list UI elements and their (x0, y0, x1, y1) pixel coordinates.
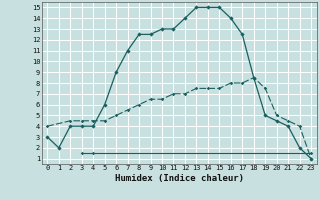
X-axis label: Humidex (Indice chaleur): Humidex (Indice chaleur) (115, 174, 244, 183)
